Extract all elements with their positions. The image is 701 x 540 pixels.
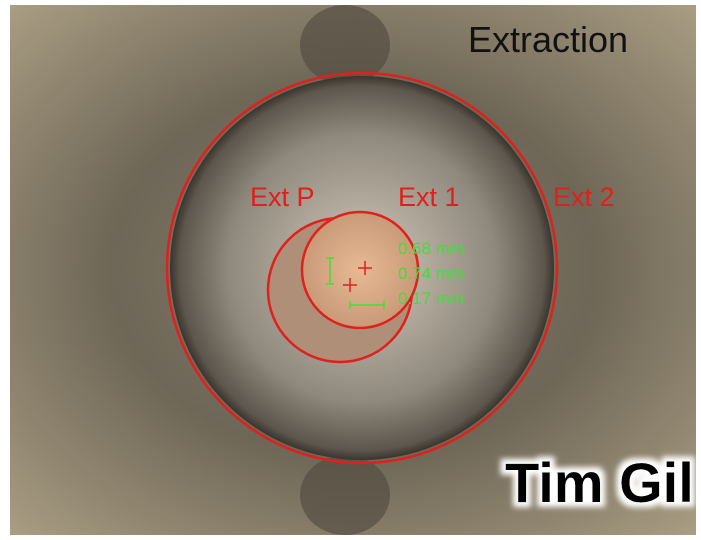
ext-1-label: Ext 1	[398, 182, 460, 212]
measurement: 0.17 mm	[398, 289, 464, 308]
scene: Extraction Ext P Ext 1 Ext 2 0.68 mm 0.7…	[0, 0, 701, 540]
title: Extraction	[468, 19, 628, 60]
ext-2-label: Ext 2	[553, 182, 615, 212]
measurement: 0.74 mm	[398, 264, 464, 283]
ext-p-label: Ext P	[250, 182, 315, 212]
watermark: Tim Gil	[505, 451, 694, 514]
screw-bottom	[300, 455, 390, 535]
measurement: 0.68 mm	[398, 239, 464, 258]
